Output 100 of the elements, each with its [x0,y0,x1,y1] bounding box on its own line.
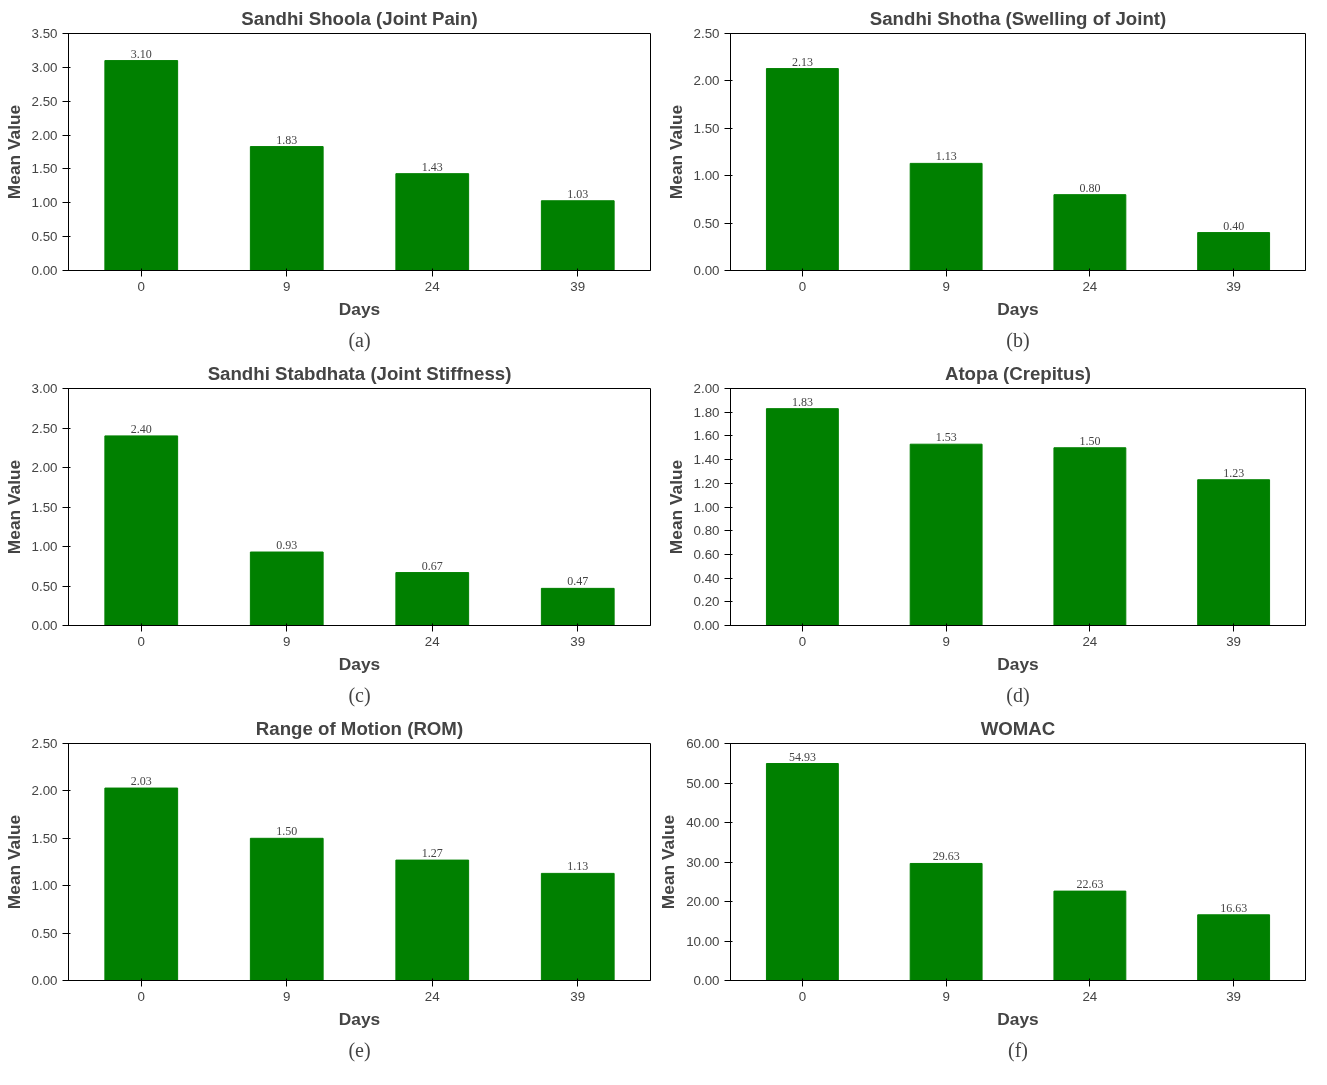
y-tick-label: 20.00 [686,894,720,909]
data-label: 1.23 [1223,465,1245,480]
x-axis-title: Days [338,1008,381,1029]
x-tick-label: 9 [942,633,950,649]
x-axis-title: Days [997,298,1039,319]
data-label: 1.83 [276,132,298,147]
x-tick-label: 39 [1226,988,1242,1004]
y-tick-label: 0.00 [693,263,720,278]
text: (a) [348,328,371,352]
data-label: 1.83 [791,394,813,409]
y-tick-label: 2.50 [693,26,720,41]
y-tick-label: 0.00 [31,618,58,633]
x-tick-label: 9 [942,988,950,1004]
y-axis-title: Mean Value [3,104,24,200]
data-label: 1.13 [567,859,589,874]
data-label: 2.13 [791,54,813,69]
chart-title: WOMAC [980,717,1056,739]
y-tick-label: 2.00 [31,783,58,799]
x-tick-label: 9 [283,633,291,649]
y-axis-title: Mean Value [658,814,679,910]
y-tick-label: 60.00 [686,736,720,751]
y-tick-label: 2.50 [31,420,58,436]
x-tick-label: 0 [798,633,807,649]
y-tick-label: 1.20 [693,475,720,491]
y-axis-title: Mean Value [3,459,24,555]
y-tick-label: 1.50 [31,499,58,515]
y-tick-label: 2.50 [31,93,58,109]
y-tick-label: 2.50 [31,736,58,751]
x-axis-title: Days [338,298,381,319]
y-tick-label: 50.00 [686,775,720,791]
x-axis-title: Days [997,1008,1039,1029]
data-label: 1.53 [935,430,957,445]
data-label: 1.03 [567,186,589,201]
data-label: 22.63 [1076,877,1104,892]
y-tick-label: 1.40 [693,452,720,468]
x-tick-label: 39 [1226,278,1242,294]
data-label: 16.63 [1220,900,1248,915]
y-tick-label: 3.50 [31,26,58,41]
data-label: 0.93 [276,538,298,553]
x-tick-label: 9 [283,278,291,294]
x-tick-label: 0 [137,278,145,294]
chart-title: Sandhi Shotha (Swelling of Joint) [869,7,1167,29]
x-tick-label: 9 [942,278,950,294]
data-label: 2.40 [130,421,152,436]
x-tick-label: 39 [1226,633,1242,649]
x-tick-label: 24 [424,633,441,649]
chart-title: Sandhi Stabdhata (Joint Stiffness) [207,362,512,384]
data-label: 0.47 [567,574,589,589]
data-label: 29.63 [932,849,960,864]
x-tick-label: 24 [424,988,441,1004]
x-tick-label: 0 [137,988,145,1004]
data-label: 1.50 [1079,433,1101,448]
x-tick-label: 0 [798,278,807,294]
data-label: 0.80 [1079,180,1101,195]
y-tick-label: 2.00 [31,460,58,475]
y-tick-label: 1.00 [693,168,720,184]
y-tick-label: 1.00 [693,499,720,515]
x-tick-label: 39 [570,278,586,294]
y-tick-label: 0.20 [693,594,720,610]
y-tick-label: 0.80 [693,523,720,539]
y-tick-label: 0.60 [693,546,720,562]
y-axis-title: Mean Value [665,459,686,555]
y-tick-label: 1.80 [693,404,720,420]
text: (c) [348,683,371,707]
y-tick-label: 0.00 [31,973,58,988]
data-label: 1.13 [935,149,957,164]
data-label: 1.43 [421,159,443,174]
y-tick-label: 10.00 [686,933,720,949]
y-tick-label: 2.00 [693,381,720,396]
y-tick-label: 1.60 [693,428,720,444]
y-tick-label: 3.00 [31,381,58,396]
y-tick-label: 1.00 [31,539,58,554]
y-tick-label: 40.00 [686,815,720,830]
y-tick-label: 2.00 [31,127,58,143]
data-label: 0.67 [421,558,443,573]
y-tick-label: 2.00 [693,73,720,89]
y-axis-title: Mean Value [665,104,686,200]
y-tick-label: 0.40 [693,570,720,586]
x-tick-label: 0 [798,988,807,1004]
x-tick-label: 24 [1082,988,1098,1004]
data-label: 0.40 [1223,218,1245,233]
chart-title: Range of Motion (ROM) [255,717,464,739]
y-axis-title: Mean Value [3,814,24,910]
chart-title: Sandhi Shoola (Joint Pain) [241,7,478,29]
x-tick-label: 24 [424,278,441,294]
chart-title: Atopa (Crepitus) [944,362,1092,384]
x-tick-label: 0 [137,633,145,649]
y-tick-label: 0.00 [693,973,720,988]
text: (d) [1006,683,1030,707]
data-label: 1.50 [276,824,298,839]
y-tick-label: 30.00 [686,854,720,870]
y-tick-label: 1.50 [31,161,58,177]
y-tick-label: 0.50 [31,229,58,245]
y-tick-label: 1.50 [31,830,58,846]
data-label: 54.93 [788,749,816,764]
y-tick-label: 1.00 [31,878,58,894]
y-tick-label: 0.50 [31,925,58,941]
text: (e) [348,1038,371,1062]
x-axis-title: Days [997,653,1039,674]
y-tick-label: 1.00 [31,195,58,211]
